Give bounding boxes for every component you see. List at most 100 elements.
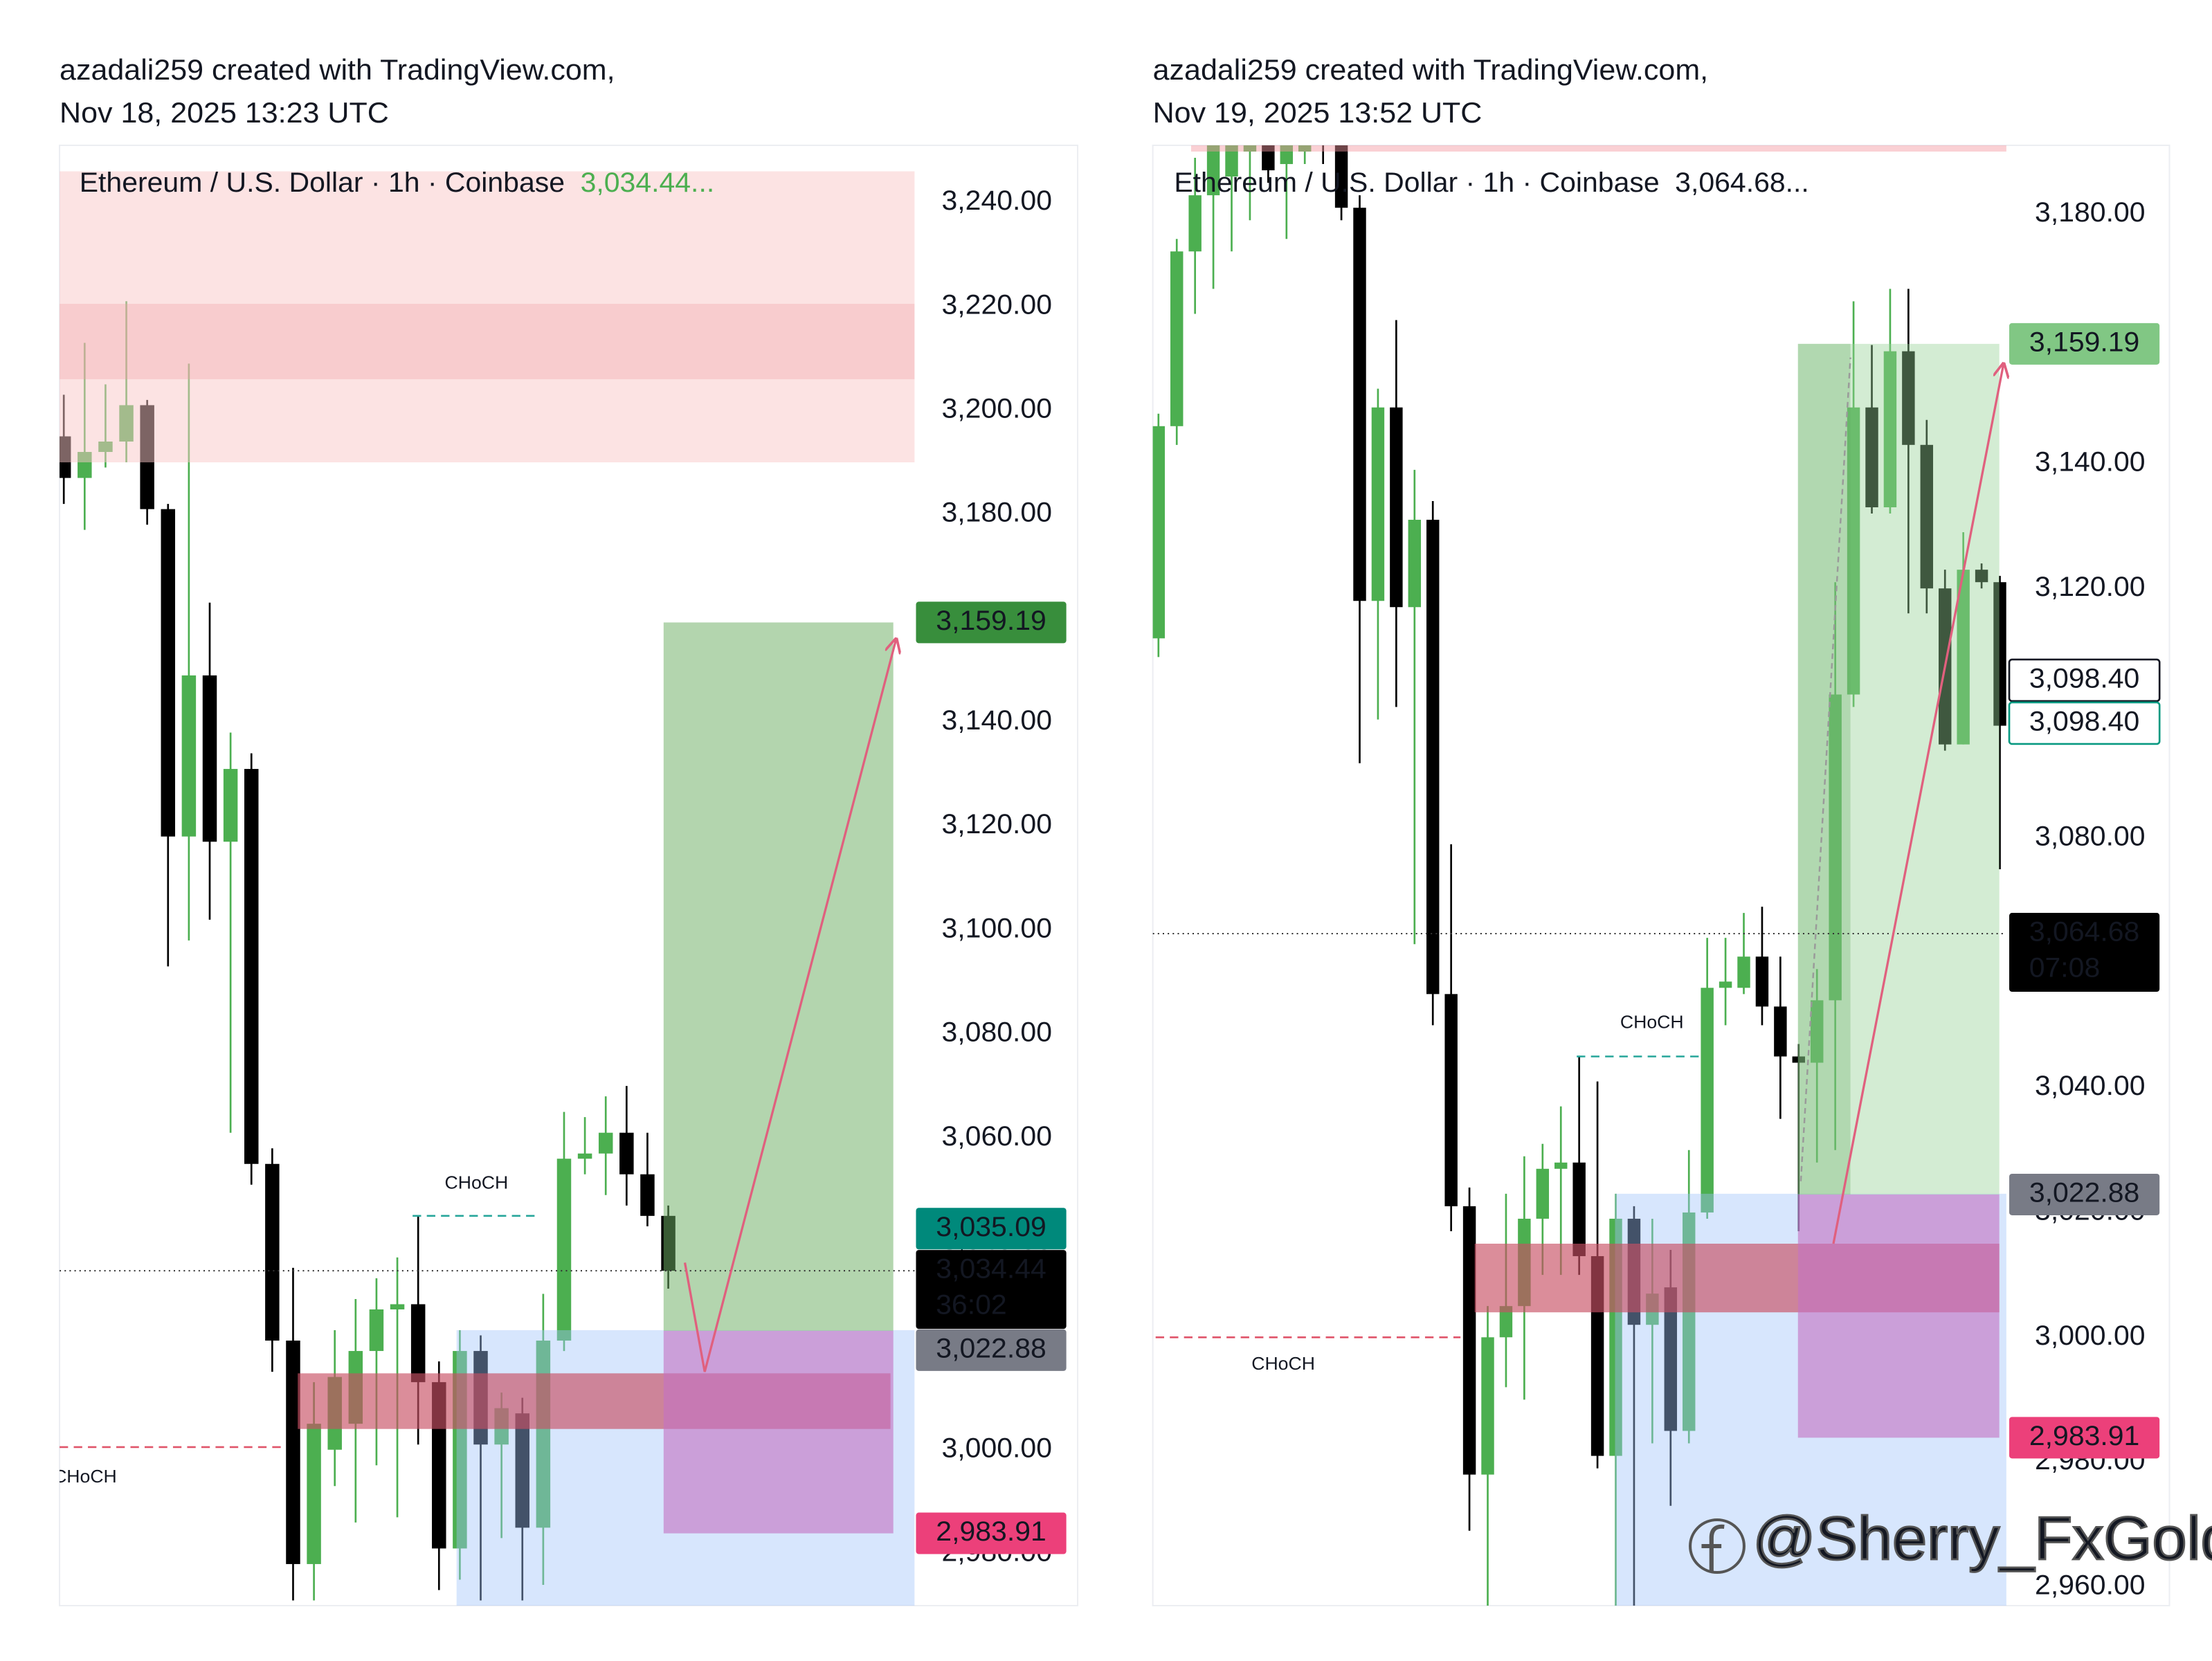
candle-body <box>1774 1006 1787 1057</box>
header-line: Nov 18, 2025 13:23 UTC <box>60 98 389 129</box>
candle-body <box>1737 956 1750 988</box>
price-label: 3,098.40 <box>2029 662 2139 693</box>
price-label-box <box>916 1329 1067 1371</box>
y-tick-label: 3,000.00 <box>2035 1319 2145 1350</box>
candle-body <box>1883 351 1897 507</box>
candle-body <box>1865 407 1878 507</box>
legend-symbol: Ethereum / U.S. Dollar · 1h · Coinbase <box>80 166 565 197</box>
y-tick-label: 3,200.00 <box>942 392 1052 424</box>
price-label-box <box>2009 1173 2160 1215</box>
zone <box>1797 343 2000 1195</box>
candle-body <box>1719 981 1732 988</box>
candle-body <box>577 1153 592 1159</box>
y-tick-label: 3,100.00 <box>942 912 1052 943</box>
candle-body <box>1390 407 1403 608</box>
candle-body <box>1334 145 1348 208</box>
candle-body <box>640 1174 655 1216</box>
y-tick-label: 3,040.00 <box>2035 1070 2145 1101</box>
projection-arrow <box>683 639 896 1372</box>
price-label: 2,983.91 <box>2029 1419 2139 1451</box>
price-label-box <box>916 1512 1067 1554</box>
candle-body <box>1206 145 1220 196</box>
candle-body <box>1829 694 1842 1001</box>
legend-symbol: Ethereum / U.S. Dollar · 1h · Coinbase <box>1174 166 1659 197</box>
price-label: 3,022.88 <box>936 1332 1046 1363</box>
y-tick-label: 3,140.00 <box>2035 446 2145 477</box>
countdown: 07:08 <box>2029 952 2101 983</box>
candle-body <box>1664 1287 1678 1431</box>
price-label: 3,035.09 <box>936 1210 1046 1242</box>
candle-body <box>1920 444 1934 589</box>
price-label: 3,159.19 <box>936 604 1046 635</box>
candle-body <box>1243 145 1257 152</box>
plot: CHoCH CHoCH <box>60 171 915 1606</box>
candle-body <box>1188 195 1202 252</box>
price-label-box <box>916 601 1067 644</box>
candle-body <box>307 1424 321 1564</box>
price-label-box <box>2008 701 2161 745</box>
candle-body <box>202 675 217 842</box>
zone <box>1190 145 2006 152</box>
candle-body <box>1170 251 1184 426</box>
candle-body <box>1957 570 1970 745</box>
price-label: 2,983.91 <box>936 1516 1046 1547</box>
y-tick-label: 3,180.00 <box>2035 196 2145 227</box>
zone <box>60 171 915 463</box>
choch-label: CHoCH <box>1620 1012 1684 1033</box>
price-label-box <box>916 1208 1067 1250</box>
panel-border <box>1152 145 2170 1606</box>
candle-body <box>515 1413 529 1528</box>
candle-body <box>1572 1162 1586 1257</box>
candle-body <box>265 1163 280 1341</box>
y-tick-label: 2,960.00 <box>2035 1569 2145 1600</box>
watermark-icon <box>1689 1518 1746 1574</box>
candle-body <box>598 1132 613 1154</box>
candle-body <box>1481 1337 1494 1475</box>
candle-body <box>410 1304 426 1383</box>
panel-border <box>59 145 1079 1606</box>
candle-body <box>390 1304 405 1309</box>
watermark: @Sherry_FxGold <box>1752 1504 2212 1572</box>
candle-body <box>369 1309 384 1352</box>
candle-body <box>1975 570 1988 583</box>
header-line: azadali259 created with TradingView.com, <box>1153 55 1708 87</box>
candle-body <box>1262 145 1275 171</box>
candle-body <box>1426 520 1440 995</box>
candle-body <box>286 1341 300 1564</box>
legend: Ethereum / U.S. Dollar · 1h · Coinbase 3,… <box>80 166 714 197</box>
price-label-box <box>2008 658 2161 702</box>
candle-body <box>1536 1168 1550 1219</box>
zone <box>1797 1194 2000 1438</box>
price-label: 3,098.40 <box>2029 705 2139 736</box>
candle-body <box>1408 520 1422 608</box>
candle-body <box>244 769 259 1164</box>
candle-body <box>1755 956 1769 1007</box>
candle-body <box>181 675 197 837</box>
countdown: 36:02 <box>936 1289 1007 1320</box>
current-price-box <box>2009 913 2160 992</box>
y-tick-label: 3,120.00 <box>942 808 1052 839</box>
zone <box>663 622 894 1331</box>
price-label-box <box>2009 1417 2160 1459</box>
legend-price: 3,064.68... <box>1675 166 1809 197</box>
candle-body <box>1225 145 1238 177</box>
y-tick-label: 3,140.00 <box>942 705 1052 736</box>
candle-body <box>1554 1162 1568 1169</box>
choch-label: CHoCH <box>445 1172 509 1193</box>
candle-body <box>1280 145 1294 165</box>
y-tick-label: 3,220.00 <box>942 289 1052 320</box>
candle-body <box>161 509 176 837</box>
current-price-box <box>916 1250 1067 1329</box>
guide-line <box>1799 357 1851 1181</box>
candle-body <box>619 1132 634 1174</box>
legend-price: 3,034.44... <box>581 166 715 197</box>
candle-body <box>556 1159 572 1341</box>
current-price-label: 3,064.68 <box>2029 916 2139 947</box>
candle-body <box>1444 994 1458 1206</box>
zone <box>60 304 915 379</box>
header-line: azadali259 created with TradingView.com, <box>60 55 615 87</box>
y-tick-label: 3,080.00 <box>2035 820 2145 851</box>
plot: CHoCH CHoCH <box>1152 145 2006 1606</box>
header-line: Nov 19, 2025 13:52 UTC <box>1153 98 1483 129</box>
